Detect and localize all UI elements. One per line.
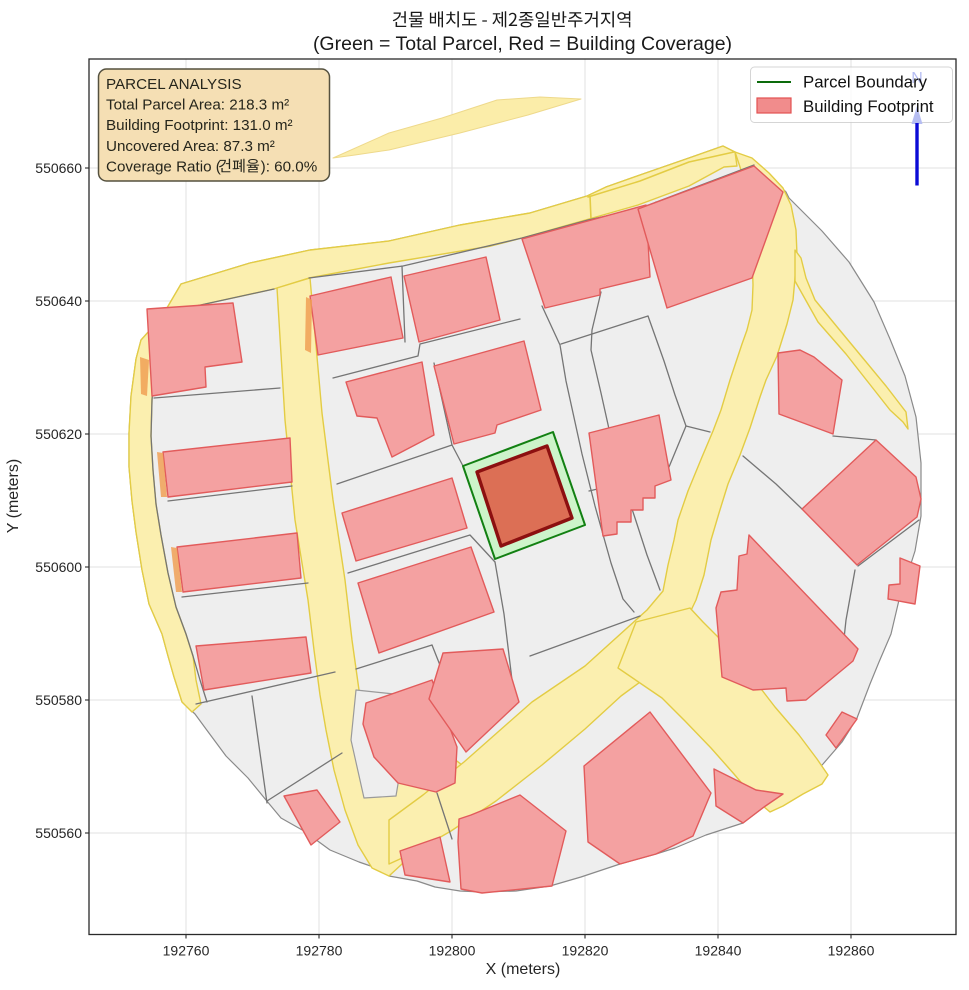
svg-text:192760: 192760 xyxy=(163,943,210,959)
svg-text:N: N xyxy=(911,70,923,87)
svg-text:550640: 550640 xyxy=(35,293,82,309)
svg-text:550600: 550600 xyxy=(35,559,82,575)
svg-text:Building Footprint: Building Footprint xyxy=(803,97,934,116)
svg-text:Y (meters): Y (meters) xyxy=(5,459,22,533)
svg-text:PARCEL ANALYSIS: PARCEL ANALYSIS xyxy=(106,76,242,93)
svg-text:X (meters): X (meters) xyxy=(486,961,561,978)
svg-text:Building Footprint: 131.0 m²: Building Footprint: 131.0 m² xyxy=(106,117,293,134)
svg-text:192860: 192860 xyxy=(828,943,875,959)
svg-text:Coverage Ratio (: Coverage Ratio ( xyxy=(106,158,221,175)
svg-text:550620: 550620 xyxy=(35,426,82,442)
svg-text:192780: 192780 xyxy=(296,943,343,959)
svg-text:550560: 550560 xyxy=(35,825,82,841)
svg-text:Uncovered Area: 87.3 m²: Uncovered Area: 87.3 m² xyxy=(106,138,275,155)
svg-text:Parcel Boundary: Parcel Boundary xyxy=(803,73,928,92)
svg-text:550660: 550660 xyxy=(35,160,82,176)
svg-text:192840: 192840 xyxy=(695,943,742,959)
svg-text:192800: 192800 xyxy=(429,943,476,959)
svg-text:): 60.0%: ): 60.0% xyxy=(261,158,318,175)
svg-text:550580: 550580 xyxy=(35,692,82,708)
svg-text:(Green = Total Parcel, Red = B: (Green = Total Parcel, Red = Building Co… xyxy=(313,33,732,55)
svg-text:192820: 192820 xyxy=(562,943,609,959)
svg-text:Total Parcel Area: 218.3 m²: Total Parcel Area: 218.3 m² xyxy=(106,97,289,114)
